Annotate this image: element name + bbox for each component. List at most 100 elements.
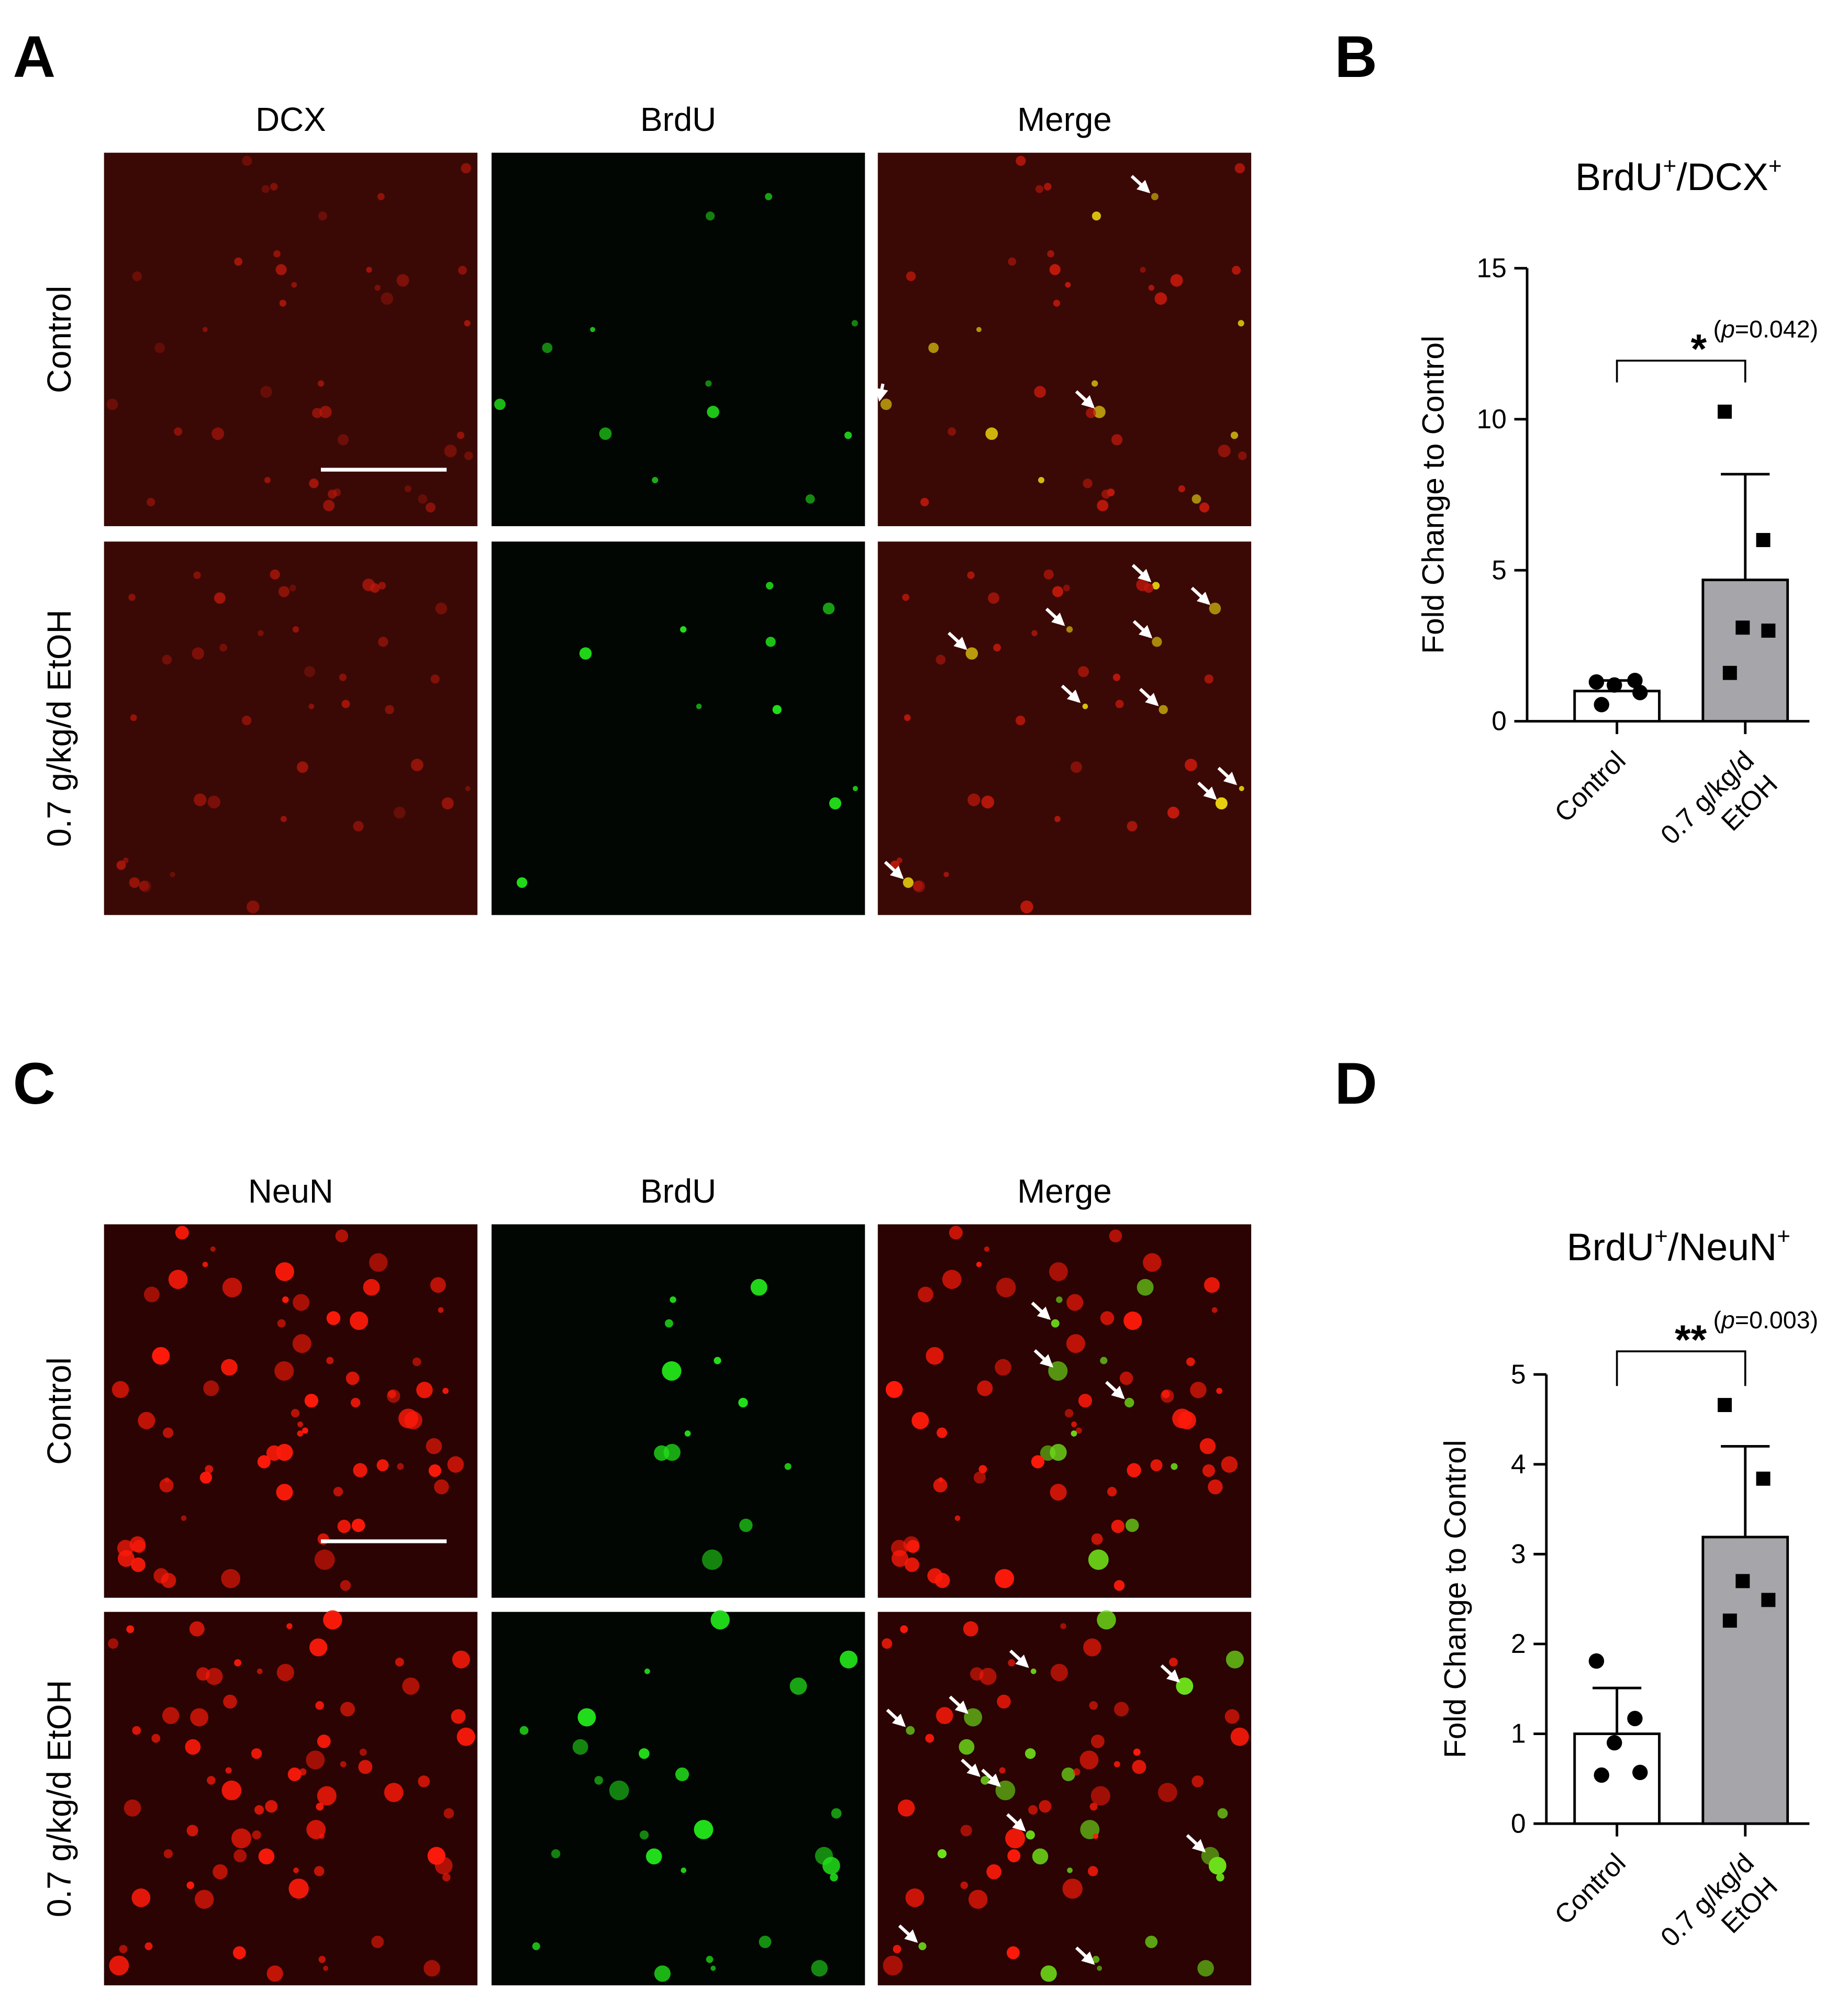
arrow [1045,607,1065,626]
cell [985,427,998,440]
cell [138,1412,155,1429]
cell [378,582,386,590]
cell [234,1659,242,1666]
y-tick-label: 0 [1511,1808,1526,1838]
cell [202,327,208,332]
cell [199,1471,212,1484]
cell [1199,1438,1216,1454]
arrow [1217,766,1238,785]
cell [326,1311,341,1325]
cell [163,1849,173,1859]
cell [457,431,464,439]
cell [572,1739,588,1755]
title-part: + [1663,153,1676,179]
cell [186,1825,198,1837]
cell [516,877,528,888]
arrow [949,1695,968,1714]
cell [664,1319,673,1328]
cell [213,1864,228,1880]
cell [1114,1580,1125,1591]
cell [1007,1849,1021,1863]
cell [1089,1803,1098,1811]
chart-letter: B [1334,24,1377,90]
cell [1178,485,1185,493]
cell [694,1820,714,1839]
cell [291,282,297,288]
cell [442,1873,451,1882]
cell [286,1623,293,1629]
cell [1071,1421,1077,1427]
cell [750,1279,767,1296]
cell [1143,583,1154,593]
cell [811,1960,828,1977]
data-point [1761,624,1776,638]
cell [960,1881,968,1890]
cell [494,398,506,410]
cell [1061,1767,1075,1782]
cell [194,1890,214,1909]
cell [340,1702,355,1717]
cell [1224,1709,1240,1724]
cell [378,637,388,647]
cell [1015,715,1026,726]
micrograph [491,541,865,915]
cell [1125,1397,1134,1408]
cell [1167,806,1179,819]
arrow [1190,586,1211,605]
cell [885,1381,903,1398]
cell [1192,1775,1204,1787]
cell [1209,602,1221,615]
cell [175,1226,189,1240]
cell [1101,490,1111,499]
panel-letter: A [13,24,55,90]
cell [1140,266,1146,273]
cell [1038,477,1044,483]
cell [996,1277,1016,1297]
cell [830,1873,838,1882]
cell [444,445,457,458]
cell [1125,1518,1139,1532]
cell [207,1776,216,1785]
cell [210,1246,216,1252]
cell [252,1830,261,1840]
cell [430,1277,446,1293]
cell [1028,1805,1038,1815]
image-background [104,152,477,526]
data-point [1735,1574,1750,1588]
p-value-part: =0.042) [1735,316,1818,343]
cell [1090,1734,1105,1748]
cell [309,479,319,488]
cell [1186,1357,1195,1366]
cell [663,1443,681,1461]
cell [981,795,995,809]
cell [1053,299,1061,307]
cell [276,1443,293,1461]
y-tick-label: 15 [1477,252,1507,283]
cell [323,1610,342,1630]
cell [319,1834,325,1839]
cell [465,786,471,792]
cell [162,654,172,665]
cell [654,1965,671,1982]
image-background [104,1224,477,1598]
cell [1079,1750,1099,1770]
cell [519,1726,529,1735]
cell [902,594,909,601]
image-background [877,541,1252,915]
cell [106,398,118,410]
cell [337,434,349,446]
cell [317,1786,337,1806]
cell [1109,1229,1122,1242]
cell [1050,1443,1067,1461]
cell [275,264,287,275]
p-value: (p=0.003) [1713,1306,1818,1334]
cell [948,427,956,436]
chart-title: BrdU+/NeuN+ [1567,1224,1790,1269]
cell [159,1478,174,1493]
cell [1077,666,1089,677]
micrograph [491,1610,865,1985]
cell [132,1540,146,1553]
cell [1065,282,1071,288]
cell [1230,431,1239,439]
